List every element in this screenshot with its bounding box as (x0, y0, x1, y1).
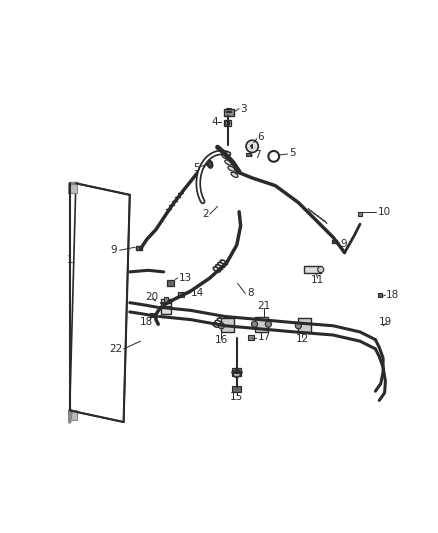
Bar (246, 152, 251, 156)
Text: 9: 9 (341, 239, 347, 249)
Circle shape (233, 370, 240, 377)
Text: 21: 21 (257, 301, 270, 311)
Bar (164, 297, 168, 302)
Text: 18: 18 (385, 290, 399, 300)
Text: 4: 4 (212, 117, 219, 127)
Ellipse shape (220, 260, 227, 265)
Bar (232, 386, 241, 392)
Text: 14: 14 (191, 288, 204, 298)
Text: 5: 5 (289, 148, 296, 158)
Circle shape (218, 322, 225, 329)
Bar (254, 317, 268, 332)
Circle shape (295, 322, 301, 329)
Ellipse shape (228, 166, 235, 171)
Bar (68, 410, 78, 419)
Text: 19: 19 (379, 317, 392, 327)
Ellipse shape (218, 262, 225, 268)
Bar (161, 299, 171, 314)
Bar (358, 212, 362, 216)
Text: 7: 7 (254, 150, 260, 160)
Ellipse shape (215, 265, 223, 270)
Circle shape (178, 293, 183, 297)
Text: 9: 9 (110, 245, 117, 255)
Ellipse shape (217, 318, 224, 322)
Text: 16: 16 (215, 335, 228, 345)
Bar (177, 292, 184, 297)
Bar (304, 265, 321, 273)
Bar (248, 335, 254, 340)
Text: 1: 1 (67, 255, 73, 265)
Circle shape (246, 140, 258, 152)
Ellipse shape (207, 160, 212, 168)
Ellipse shape (220, 316, 226, 320)
Bar (221, 318, 234, 332)
Bar (68, 183, 78, 192)
Ellipse shape (215, 320, 222, 325)
Text: 20: 20 (145, 292, 159, 302)
Bar (150, 313, 155, 317)
Text: 11: 11 (311, 274, 324, 285)
Text: 13: 13 (179, 273, 192, 283)
Circle shape (251, 321, 258, 327)
Circle shape (318, 266, 324, 273)
Text: 22: 22 (109, 344, 123, 354)
Polygon shape (70, 183, 130, 422)
Text: 15: 15 (230, 392, 244, 401)
Ellipse shape (213, 267, 220, 272)
Ellipse shape (268, 151, 279, 161)
Text: 10: 10 (378, 207, 391, 217)
Ellipse shape (222, 154, 229, 159)
Text: 18: 18 (140, 317, 153, 327)
Bar (378, 294, 382, 297)
Text: 17: 17 (258, 332, 271, 342)
Bar (298, 318, 311, 332)
Bar (136, 246, 142, 251)
Bar (232, 368, 241, 376)
Text: 8: 8 (247, 288, 254, 298)
Ellipse shape (231, 172, 238, 177)
Circle shape (265, 321, 272, 327)
Ellipse shape (225, 160, 232, 165)
Ellipse shape (213, 322, 219, 327)
Bar (224, 109, 234, 116)
Text: 2: 2 (203, 209, 209, 219)
Bar (167, 280, 174, 286)
Text: 5: 5 (194, 163, 200, 173)
Text: 12: 12 (296, 334, 309, 344)
Bar (332, 239, 337, 244)
Bar (224, 120, 231, 126)
Text: 3: 3 (240, 103, 247, 114)
Text: 6: 6 (258, 132, 264, 142)
Circle shape (225, 121, 230, 126)
